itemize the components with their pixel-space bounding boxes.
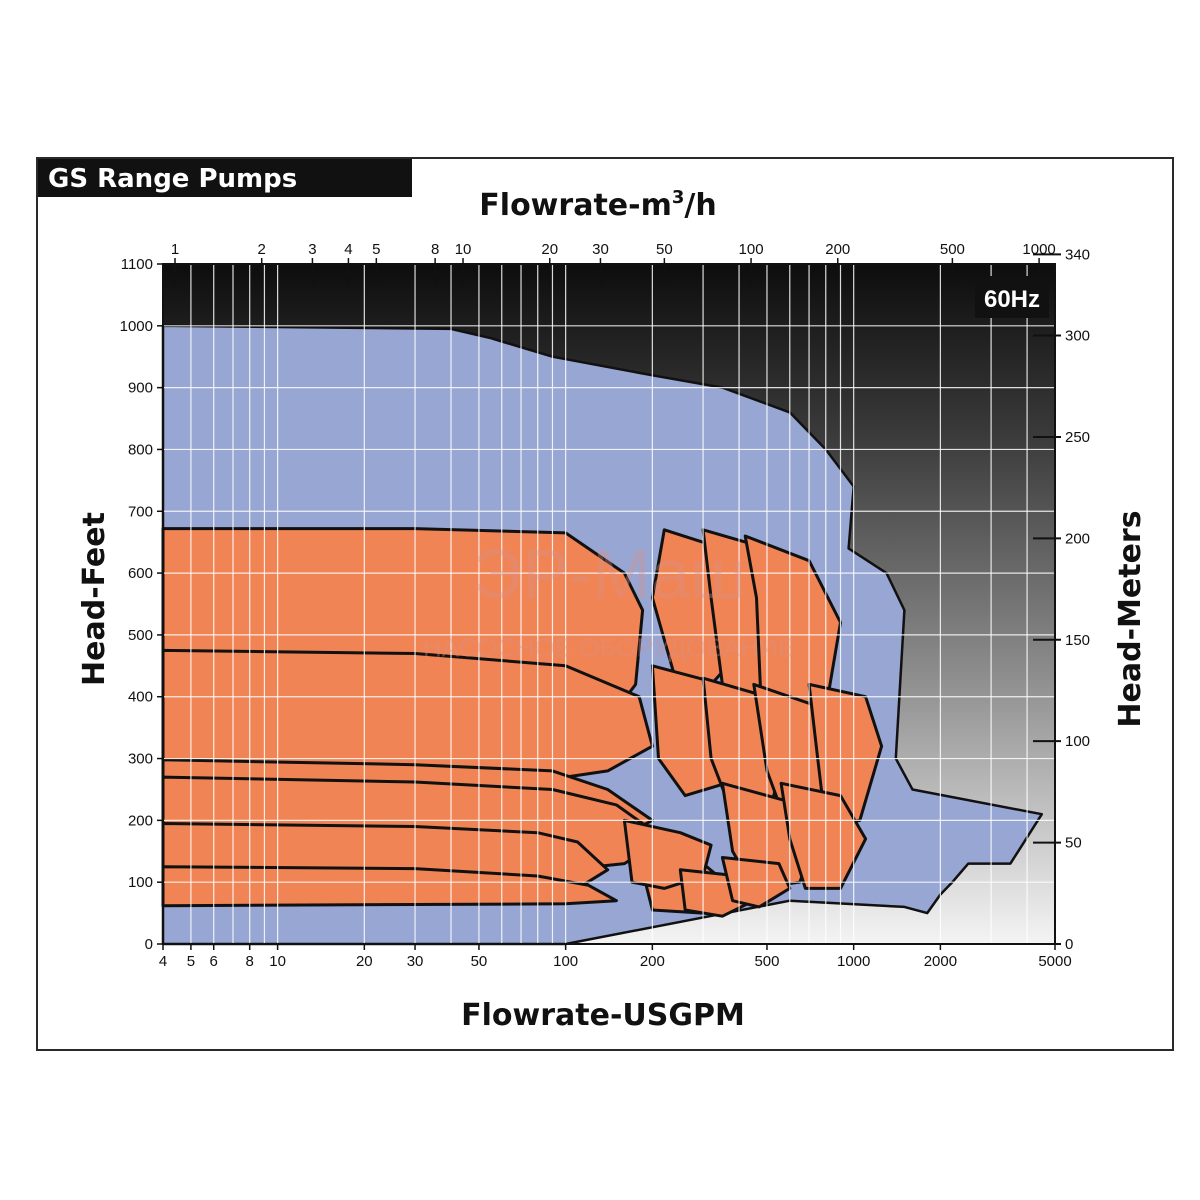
top-axis-title-suffix: /h xyxy=(684,188,716,223)
right-axis-title: Head-Meters xyxy=(1113,510,1148,727)
x-top-tick-13: 1000 xyxy=(1022,241,1055,258)
y-right-tick-5: 250 xyxy=(1065,429,1090,446)
y-right-tick-7: 340 xyxy=(1065,246,1090,263)
frequency-badge-bg xyxy=(975,276,1049,318)
plot-border xyxy=(162,263,1056,945)
y-left-tick-7: 700 xyxy=(128,503,153,520)
watermark-line-1: ЭР-Маш xyxy=(472,535,747,613)
y-left-tick-8: 800 xyxy=(128,441,153,458)
x-bottom-tick-13: 5000 xyxy=(1038,953,1071,970)
y-left-tick-5: 500 xyxy=(128,627,153,644)
x-top-tick-4: 5 xyxy=(372,241,380,258)
y-right-tick-4: 200 xyxy=(1065,530,1090,547)
x-bottom-tick-3: 8 xyxy=(246,953,254,970)
y-left-tick-11: 1100 xyxy=(121,256,153,273)
x-bottom-tick-2: 6 xyxy=(210,953,218,970)
x-bottom-tick-4: 10 xyxy=(269,953,286,970)
x-bottom-tick-1: 5 xyxy=(187,953,195,970)
y-right-tick-6: 300 xyxy=(1065,328,1090,345)
left-axis-title: Head-Feet xyxy=(77,512,112,686)
x-top-tick-2: 3 xyxy=(308,241,316,258)
x-top-tick-9: 50 xyxy=(656,241,673,258)
x-top-tick-5: 8 xyxy=(431,241,439,258)
bottom-axis-title: Flowrate-USGPM xyxy=(461,998,745,1033)
x-top-tick-11: 200 xyxy=(825,241,850,258)
top-axis-title-main: Flowrate-m xyxy=(479,188,672,223)
x-top-tick-8: 30 xyxy=(592,241,609,258)
y-left-tick-0: 0 xyxy=(145,936,153,953)
y-left-tick-3: 300 xyxy=(128,751,153,768)
watermark-line-2: НАСОСНОЕ ОБОРУДОВАНИЕ xyxy=(423,633,795,663)
y-right-tick-2: 100 xyxy=(1065,733,1090,750)
x-bottom-tick-0: 4 xyxy=(159,953,167,970)
y-left-tick-9: 900 xyxy=(128,380,153,397)
y-left-tick-6: 600 xyxy=(128,565,153,582)
frequency-badge: 60Hz xyxy=(984,286,1040,313)
x-top-tick-0: 1 xyxy=(171,241,179,258)
top-axis-title: Flowrate-m3/h xyxy=(479,187,716,223)
y-left-tick-10: 1000 xyxy=(120,318,153,335)
title-box: GS Range Pumps xyxy=(38,159,412,197)
x-top-tick-10: 100 xyxy=(739,241,764,258)
x-top-tick-3: 4 xyxy=(344,241,352,258)
y-left-tick-1: 100 xyxy=(128,874,153,891)
x-bottom-tick-6: 30 xyxy=(407,953,424,970)
y-right-tick-3: 150 xyxy=(1065,632,1090,649)
y-right-tick-1: 50 xyxy=(1065,835,1082,852)
top-axis-title-sup: 3 xyxy=(672,187,685,208)
chart-frame: GS Range Pumps Flowrate-m3/h Flowrate-US… xyxy=(36,157,1174,1051)
chart-canvas: GS Range Pumps Flowrate-m3/h Flowrate-US… xyxy=(38,159,1148,1033)
x-bottom-tick-9: 200 xyxy=(640,953,665,970)
x-bottom-tick-5: 20 xyxy=(356,953,373,970)
x-top-tick-12: 500 xyxy=(940,241,965,258)
x-bottom-tick-10: 500 xyxy=(754,953,779,970)
x-bottom-tick-7: 50 xyxy=(471,953,488,970)
x-top-tick-7: 20 xyxy=(541,241,558,258)
pump-curve-6 xyxy=(161,865,618,908)
title-background xyxy=(38,159,412,197)
y-right-tick-0: 0 xyxy=(1065,936,1073,953)
x-bottom-tick-12: 2000 xyxy=(924,953,957,970)
chart-title: GS Range Pumps xyxy=(48,164,297,194)
x-bottom-tick-11: 1000 xyxy=(837,953,870,970)
y-left-tick-2: 200 xyxy=(128,812,153,829)
x-top-tick-6: 10 xyxy=(455,241,472,258)
x-bottom-tick-8: 100 xyxy=(553,953,578,970)
x-top-tick-1: 2 xyxy=(258,241,266,258)
y-left-tick-4: 400 xyxy=(128,689,153,706)
